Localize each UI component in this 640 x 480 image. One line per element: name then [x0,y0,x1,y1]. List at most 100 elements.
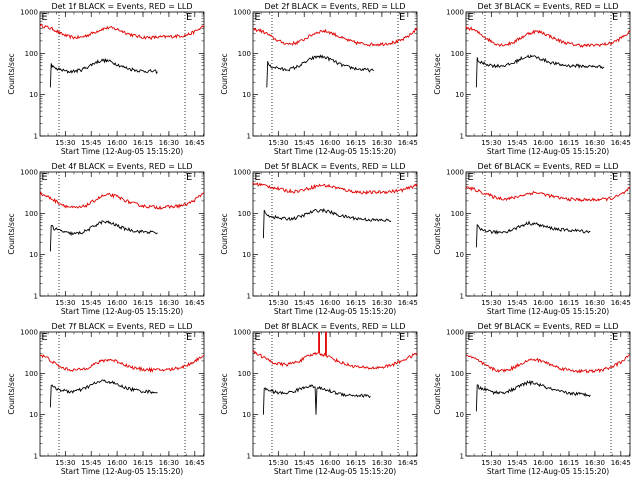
y-tick-label: 100 [451,50,464,58]
plot-frame [252,171,418,297]
x-tick-label: 15:30 [481,459,501,467]
y-tick-label: 1000 [233,329,251,337]
x-tick-label: 16:45 [398,459,418,467]
x-tick-label: 16:00 [320,139,340,147]
y-tick-label: 100 [25,210,38,218]
event-marker-label: E [467,172,473,183]
event-marker-label: E [41,332,47,343]
y-tick-label: 1000 [233,169,251,177]
x-tick-label: 15:30 [55,299,75,307]
event-marker-label: E [254,12,260,23]
y-tick-label: 1000 [233,9,251,17]
lld-rate-series [39,354,205,374]
event-marker-label: E [399,332,405,343]
x-tick-label: 16:00 [533,299,553,307]
x-tick-label: 16:30 [372,139,392,147]
y-axis-label: Counts/sec [7,53,16,94]
event-marker-label: E [612,332,618,343]
x-tick-label: 16:15 [133,139,153,147]
x-tick-label: 16:30 [159,299,179,307]
lld-rate-series [252,182,418,195]
event-marker-label: E [612,12,618,23]
x-tick-label: 15:45 [507,139,527,147]
x-axis-label: Start Time (12-Aug-05 15:15:20) [61,147,183,156]
plot-frame [39,11,205,137]
x-tick-label: 16:30 [159,459,179,467]
event-marker-label: E [399,12,405,23]
x-tick-label: 16:15 [559,299,579,307]
x-tick-label: 16:15 [133,299,153,307]
x-tick-label: 16:00 [533,459,553,467]
y-tick-label: 100 [25,370,38,378]
x-tick-label: 16:45 [611,139,631,147]
lld-rate-series [39,191,205,210]
plot-frame [39,331,205,457]
x-tick-label: 15:30 [55,139,75,147]
x-tick-label: 16:15 [559,139,579,147]
y-tick-label: 1 [34,133,38,141]
detector-panel-8: Det 8f BLACK = Events, RED = LLD 1 10 100 10… [220,322,418,476]
x-tick-label: 16:30 [585,139,605,147]
x-tick-label: 15:45 [294,139,314,147]
y-axis-label: Counts/sec [433,213,442,254]
event-marker-label: E [186,172,192,183]
x-tick-label: 15:30 [268,459,288,467]
event-marker-label: E [254,332,260,343]
x-tick-label: 16:45 [611,459,631,467]
x-tick-label: 16:30 [585,299,605,307]
y-axis-label: Counts/sec [433,373,442,414]
plot-frame [465,171,631,297]
lld-rate-series [465,26,631,48]
x-tick-label: 15:45 [81,459,101,467]
x-tick-label: 16:45 [185,459,205,467]
events-rate-series [475,54,605,88]
x-axis-label: Start Time (12-Aug-05 15:15:20) [274,307,396,316]
detector-panel-7: Det 7f BLACK = Events, RED = LLD 1 10 100 10… [7,322,205,476]
y-tick-label: 10 [29,91,38,99]
plot-frame [465,11,631,137]
panel-title: Det 6f BLACK = Events, RED = LLD [477,162,618,171]
plot-frame [39,171,205,297]
y-axis-label: Counts/sec [433,53,442,94]
y-tick-label: 10 [455,91,464,99]
x-tick-label: 16:30 [372,459,392,467]
x-tick-label: 16:15 [559,459,579,467]
y-tick-label: 1 [247,133,251,141]
x-axis-label: Start Time (12-Aug-05 15:15:20) [274,147,396,156]
x-tick-label: 15:45 [507,459,527,467]
x-tick-label: 16:30 [372,299,392,307]
y-tick-label: 100 [451,210,464,218]
y-tick-label: 1 [247,453,251,461]
y-tick-label: 1000 [446,329,464,337]
y-tick-label: 1 [460,133,464,141]
detector-panel-6: Det 6f BLACK = Events, RED = LLD 1 10 100 10… [433,162,631,316]
y-tick-label: 10 [29,411,38,419]
detector-panel-5: Det 5f BLACK = Events, RED = LLD 1 10 100 10… [220,162,418,316]
x-tick-label: 16:45 [398,139,418,147]
y-tick-label: 10 [455,411,464,419]
y-tick-label: 10 [455,251,464,259]
x-tick-label: 16:00 [320,299,340,307]
y-tick-label: 1 [460,293,464,301]
events-rate-series [475,220,591,248]
y-tick-label: 10 [242,91,251,99]
events-rate-series [49,220,158,252]
x-axis-label: Start Time (12-Aug-05 15:15:20) [487,467,609,476]
x-axis-label: Start Time (12-Aug-05 15:15:20) [61,467,183,476]
x-tick-label: 15:30 [481,139,501,147]
y-tick-label: 100 [238,210,251,218]
x-tick-label: 16:30 [585,459,605,467]
y-tick-label: 10 [242,251,251,259]
x-tick-label: 16:00 [107,139,127,147]
y-tick-label: 1000 [20,329,38,337]
y-tick-label: 1000 [20,169,38,177]
x-tick-label: 15:45 [507,299,527,307]
panel-title: Det 8f BLACK = Events, RED = LLD [264,322,405,331]
x-tick-label: 15:45 [294,459,314,467]
x-tick-label: 16:45 [185,139,205,147]
detector-panel-1: Det 1f BLACK = Events, RED = LLD 1 10 100 10… [7,2,205,156]
x-axis-label: Start Time (12-Aug-05 15:15:20) [487,147,609,156]
lld-rate-series [465,354,630,374]
events-rate-series [49,379,158,408]
